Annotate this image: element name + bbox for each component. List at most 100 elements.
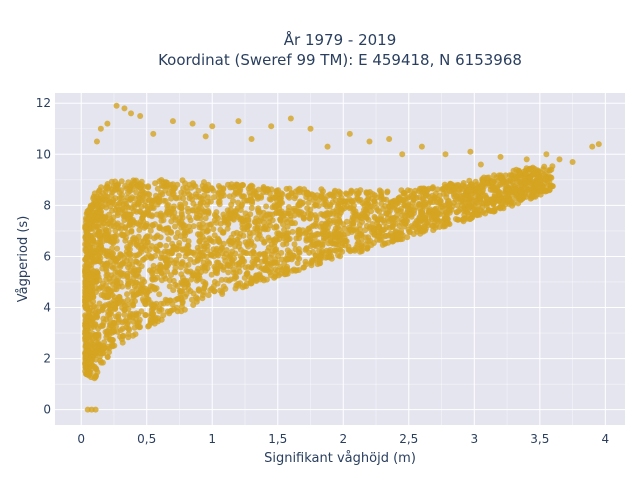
data-point: [116, 293, 123, 300]
data-point: [231, 255, 238, 262]
data-point: [227, 276, 234, 283]
data-point: [412, 187, 419, 194]
data-point: [125, 179, 132, 186]
data-point: [114, 280, 121, 287]
data-point: [239, 257, 246, 264]
data-point: [543, 151, 550, 158]
data-point: [156, 193, 163, 200]
data-point: [284, 234, 291, 241]
data-point: [241, 274, 248, 281]
data-point: [413, 226, 420, 232]
data-point: [98, 292, 105, 298]
data-point: [429, 192, 436, 199]
data-point: [178, 279, 185, 286]
data-point: [142, 312, 149, 319]
data-point: [149, 270, 156, 277]
data-point: [305, 199, 312, 206]
data-point: [374, 236, 381, 243]
data-point: [117, 269, 123, 276]
grid: [55, 93, 625, 425]
data-point: [489, 184, 496, 191]
data-point: [335, 252, 341, 259]
data-point: [288, 190, 295, 197]
data-point: [396, 194, 403, 201]
data-point: [215, 259, 222, 266]
data-point: [126, 222, 133, 229]
data-point: [92, 219, 99, 226]
data-point: [84, 342, 91, 349]
data-point: [142, 202, 149, 209]
data-point: [276, 196, 283, 202]
data-point: [160, 312, 167, 319]
data-point: [170, 186, 177, 193]
y-tick-label: 8: [43, 198, 51, 212]
data-point: [221, 214, 228, 221]
data-point: [196, 233, 203, 240]
data-point: [262, 264, 269, 271]
data-point: [250, 248, 257, 255]
data-point: [84, 296, 91, 302]
data-point: [94, 369, 101, 376]
data-point: [399, 151, 406, 158]
data-point: [142, 222, 149, 229]
data-point: [154, 274, 161, 281]
data-point: [389, 217, 395, 224]
data-point: [268, 123, 275, 130]
data-point: [132, 279, 139, 286]
data-point: [529, 164, 536, 171]
data-point: [199, 295, 206, 302]
data-point: [106, 349, 112, 356]
data-point: [96, 187, 103, 194]
data-point: [237, 280, 244, 287]
data-point: [157, 212, 164, 219]
data-point: [184, 242, 191, 249]
data-point: [168, 206, 175, 213]
data-point: [190, 290, 197, 297]
data-point: [330, 193, 337, 200]
data-point: [405, 201, 412, 207]
data-point: [380, 227, 387, 234]
data-point: [265, 234, 272, 241]
data-point: [327, 201, 334, 208]
data-point: [201, 264, 208, 271]
data-point: [105, 312, 112, 318]
data-point: [179, 274, 186, 281]
data-point: [119, 231, 126, 238]
data-point: [125, 334, 132, 341]
data-point: [195, 286, 202, 293]
data-point: [138, 308, 145, 315]
data-point: [111, 238, 118, 245]
data-point: [268, 261, 275, 268]
data-point: [131, 201, 138, 208]
data-point: [139, 245, 146, 252]
data-point: [130, 234, 137, 241]
data-point: [177, 201, 184, 208]
x-tick-label: 2: [339, 432, 347, 446]
data-point: [85, 235, 92, 242]
data-point: [177, 264, 184, 271]
data-point: [207, 198, 214, 205]
data-point: [182, 253, 189, 260]
data-point: [486, 207, 493, 214]
data-point: [283, 267, 290, 274]
data-point: [110, 223, 117, 230]
data-point: [170, 287, 177, 294]
data-point: [417, 230, 424, 237]
data-point: [88, 248, 95, 255]
data-point: [539, 185, 546, 191]
data-point: [505, 196, 512, 203]
data-point: [294, 260, 301, 267]
data-point: [113, 258, 120, 265]
data-point: [416, 200, 422, 207]
data-point: [190, 302, 197, 308]
data-point: [428, 214, 435, 221]
data-point: [189, 296, 195, 303]
data-point: [196, 272, 202, 279]
data-point: [300, 214, 307, 221]
data-point: [140, 211, 147, 218]
data-point: [82, 247, 89, 254]
data-point: [420, 226, 427, 233]
data-point: [132, 252, 138, 259]
data-point: [165, 202, 172, 208]
